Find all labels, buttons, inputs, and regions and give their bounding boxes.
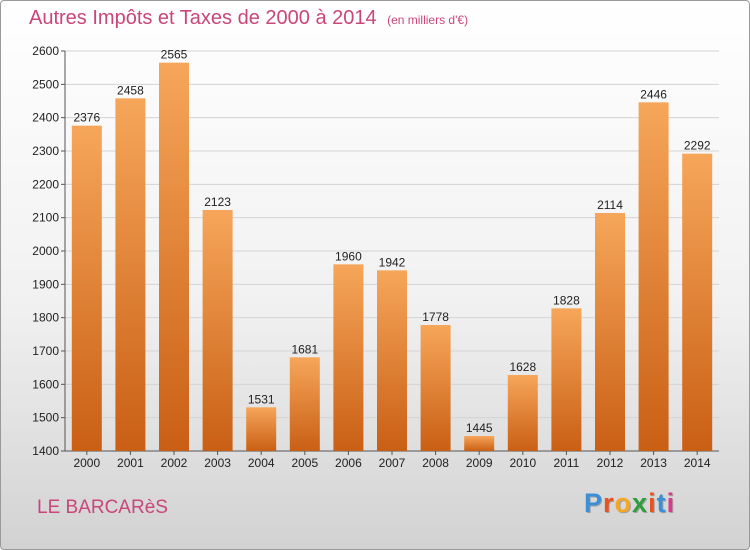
x-tick-label-2008: 2008 [422,456,449,470]
x-tick-label-2005: 2005 [291,456,318,470]
y-tick-label: 1700 [32,344,59,358]
y-tick-label: 1500 [32,411,59,425]
bar-2012[interactable] [595,213,625,451]
chart-title: Autres Impôts et Taxes de 2000 à 2014 [29,7,377,29]
bar-2001[interactable] [115,98,146,451]
bar-2010[interactable] [507,375,538,451]
value-label-2002: 2565 [161,48,188,62]
chart-title-block: Autres Impôts et Taxes de 2000 à 2014 (e… [29,7,468,30]
value-label-2010: 1628 [509,360,536,374]
y-tick-label: 1800 [32,311,59,325]
x-tick-label-2010: 2010 [509,456,536,470]
x-tick-label-2002: 2002 [161,456,188,470]
proxiti-logo[interactable]: Proxiti [584,488,675,519]
bar-2006[interactable] [333,264,364,451]
value-label-2003: 2123 [204,195,231,209]
bar-2007[interactable] [377,270,407,451]
y-tick-label: 2600 [32,44,59,58]
y-tick-label: 2000 [32,244,59,258]
logo-letter: t [656,488,667,518]
x-tick-label-2011: 2011 [553,456,579,470]
x-tick-label-2012: 2012 [597,456,624,470]
value-label-2012: 2114 [597,198,623,212]
x-tick-label-2006: 2006 [335,456,362,470]
value-label-2005: 1681 [291,342,318,356]
bar-2000[interactable] [71,125,102,452]
logo-letter: i [666,488,676,518]
value-label-2014: 2292 [684,139,711,153]
value-label-2006: 1960 [335,249,362,263]
chart-subtitle: (en milliers d'€) [387,13,469,27]
y-tick-label: 2200 [32,177,59,191]
y-tick-label: 2400 [32,111,59,125]
value-label-2013: 2446 [640,87,667,101]
logo-letter: o [614,488,633,518]
logo-letter: x [632,488,649,518]
bar-2003[interactable] [202,210,233,451]
logo-letter: r [603,488,615,518]
y-tick-label: 1400 [32,444,59,458]
y-tick-label: 1900 [32,277,59,291]
value-label-2000: 2376 [73,111,100,125]
x-tick-label-2003: 2003 [204,456,231,470]
bar-2005[interactable] [289,357,320,451]
bar-2009[interactable] [464,436,495,451]
x-tick-label-2009: 2009 [466,456,493,470]
bar-2011[interactable] [551,308,582,451]
y-tick-label: 2500 [32,77,59,91]
value-label-2001: 2458 [117,83,144,97]
y-tick-label: 1600 [32,377,59,391]
x-tick-label-2000: 2000 [73,456,100,470]
value-label-2007: 1942 [379,255,406,269]
location-label: LE BARCARèS [37,497,168,518]
value-label-2004: 1531 [248,392,275,406]
y-tick-label: 2100 [32,211,59,225]
bar-2002[interactable] [159,62,189,452]
x-tick-label-2007: 2007 [379,456,406,470]
x-tick-label-2001: 2001 [117,456,144,470]
x-tick-label-2013: 2013 [640,456,667,470]
x-tick-label-2014: 2014 [684,456,711,470]
bar-2008[interactable] [420,325,451,451]
value-label-2008: 1778 [422,310,449,324]
bar-2014[interactable] [682,153,713,451]
bar-2004[interactable] [246,407,277,451]
logo-letter: i [648,488,657,518]
bar-2013[interactable] [638,102,669,451]
value-label-2011: 1828 [553,293,580,307]
x-tick-label-2004: 2004 [248,456,275,470]
logo-letter: P [584,488,604,518]
y-tick-label: 2300 [32,144,59,158]
value-label-2009: 1445 [466,421,493,435]
